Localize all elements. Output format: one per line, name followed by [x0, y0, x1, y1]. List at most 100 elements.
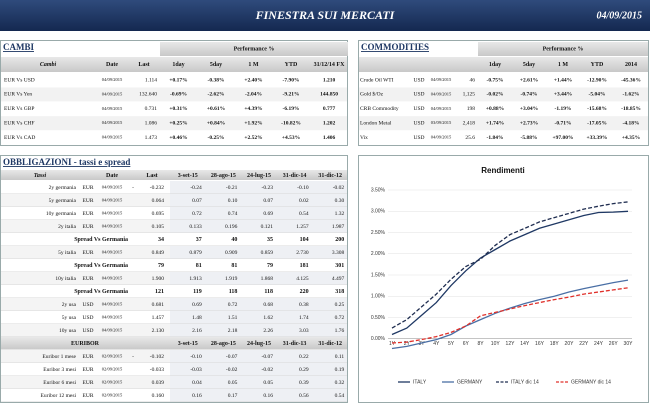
- group-header: Performance %: [234, 46, 275, 52]
- cell: 0.07: [192, 198, 202, 204]
- column-header: YTD: [285, 62, 298, 68]
- hist-bg: [170, 246, 347, 259]
- cell: EUR: [83, 354, 94, 360]
- cell: EUR Vs Yen: [4, 92, 32, 98]
- spread-label: Spread Vs Germania: [74, 263, 128, 269]
- cell: 46: [470, 77, 476, 83]
- cell: -0.25%: [208, 135, 225, 141]
- cell: -0.69%: [170, 92, 187, 98]
- cell: 1.51: [228, 315, 238, 321]
- column-header: Last: [138, 62, 149, 68]
- row-bg: [1, 116, 347, 131]
- cell: Crude Oil WTI: [360, 77, 394, 83]
- legend-label: GERMANY dic 14: [571, 379, 611, 385]
- cell: 04/09/2015: [102, 198, 123, 203]
- cell: 1,125: [463, 92, 476, 98]
- section-row-bg: [1, 337, 347, 350]
- column-header: 2014: [625, 62, 637, 68]
- cell: 2y germania: [49, 185, 77, 191]
- cell: 2.16: [192, 328, 202, 334]
- cell: 3.03: [299, 328, 309, 334]
- cell: 0.05: [263, 380, 273, 386]
- cell: -0.23: [262, 185, 274, 191]
- column-header: 1 M: [558, 62, 569, 68]
- cell: -6.19%: [283, 106, 300, 112]
- x-tick-label: 6Y: [463, 341, 470, 347]
- cell: 0.38: [299, 302, 309, 308]
- cell: 2,418: [463, 120, 476, 126]
- cell: -5.04%: [589, 92, 606, 98]
- cell: 2.130: [152, 328, 165, 334]
- x-tick-label: 14Y: [520, 341, 530, 347]
- cell: -0.38%: [208, 77, 225, 83]
- cell: 0.05: [228, 380, 238, 386]
- cell: Vix: [360, 135, 368, 141]
- section-title: CAMBI: [3, 42, 34, 52]
- cell: -0.74%: [521, 92, 538, 98]
- cell: -1.62%: [623, 92, 640, 98]
- cell: 04/09/2015: [102, 120, 123, 125]
- cell: 1.76: [335, 328, 345, 334]
- hist-bg: [170, 194, 347, 207]
- row-bg: [359, 130, 648, 145]
- cell: 118: [264, 289, 273, 295]
- x-tick-label: 3Y: [418, 341, 425, 347]
- cell: 04/09/2015: [102, 211, 123, 216]
- x-tick-label: 16Y: [535, 341, 545, 347]
- cell: 34: [158, 237, 164, 243]
- cell: +3.44%: [554, 92, 572, 98]
- x-tick-label: 4Y: [433, 341, 440, 347]
- cell: 0.695: [152, 211, 165, 217]
- cell: -5.88%: [521, 135, 538, 141]
- cell: USD: [413, 77, 424, 83]
- cell: 200: [335, 237, 344, 243]
- column-header: 28-ago-15: [211, 341, 236, 347]
- x-tick-label: 8Y: [477, 341, 484, 347]
- cell: 1.406: [323, 135, 336, 141]
- cell: -0.10: [190, 354, 202, 360]
- cell: 1.457: [152, 315, 165, 321]
- cell: EUR: [83, 367, 94, 373]
- cell: -: [132, 185, 134, 191]
- cell: 0.74: [228, 211, 238, 217]
- column-header: 31-dic-13: [283, 341, 307, 347]
- y-tick-label: 1.50%: [371, 272, 386, 278]
- column-header: 28-ago-15: [211, 173, 236, 179]
- cell: 04/09/2015: [102, 135, 123, 140]
- cell: 2.18: [228, 328, 238, 334]
- cell: 1.868: [261, 276, 274, 282]
- cell: 0.56: [299, 393, 309, 399]
- series-line: [391, 210, 629, 336]
- cell: +2.61%: [520, 77, 538, 83]
- cell: 318: [335, 289, 344, 295]
- cell: 0.16: [263, 393, 273, 399]
- cell: 0.54: [335, 393, 345, 399]
- cell: EUR Vs CAD: [4, 135, 35, 141]
- cell: 10y usa: [59, 328, 77, 334]
- cell: EUR: [83, 393, 94, 399]
- chart-panel: [358, 155, 649, 403]
- cell: 144.850: [320, 92, 338, 98]
- cell: 04/09/2015: [102, 106, 123, 111]
- cell: 1.257: [296, 224, 309, 230]
- cell: -0.02: [333, 185, 345, 191]
- cell: 04/09/2015: [431, 77, 452, 82]
- cell: -0.033: [150, 367, 164, 373]
- cell: +0.31%: [169, 106, 187, 112]
- column-header: 3-set-15: [178, 173, 198, 179]
- series-line: [391, 287, 629, 344]
- x-tick-label: 5Y: [448, 341, 455, 347]
- hist-bg: [170, 207, 347, 220]
- cell: 0.731: [145, 106, 158, 112]
- cell: +0.25%: [169, 120, 187, 126]
- column-header: 31/12/14 FX: [314, 62, 345, 68]
- hist-bg: [170, 272, 347, 285]
- x-tick-label: 26Y: [609, 341, 619, 347]
- cell: 79: [158, 263, 164, 269]
- cell: 0.16: [192, 393, 202, 399]
- cell: 0.196: [225, 224, 238, 230]
- column-header: Date: [106, 62, 118, 68]
- y-tick-label: 1.00%: [371, 294, 386, 300]
- cell: 0.879: [189, 250, 202, 256]
- cell: 04/09/2015: [102, 276, 123, 281]
